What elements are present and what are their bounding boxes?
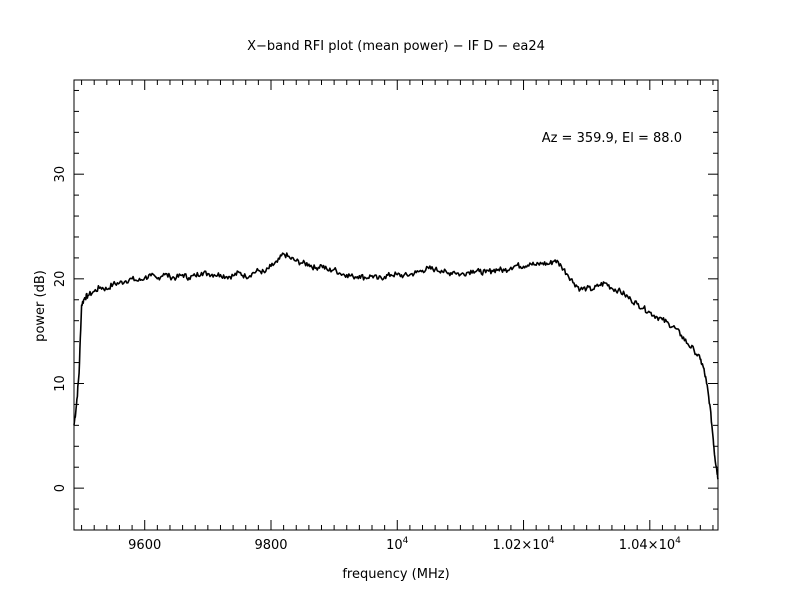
y-tick-label: 0 <box>53 484 68 492</box>
y-tick-label: 30 <box>53 166 68 183</box>
plot-frame <box>73 79 719 531</box>
y-tick-label: 10 <box>53 375 68 392</box>
x-tick-label: 1.04×104 <box>619 536 681 553</box>
axis-ticks <box>74 80 718 531</box>
x-tick-label: 9800 <box>254 538 287 553</box>
chart-title: X−band RFI plot (mean power) − IF D − ea… <box>247 39 545 54</box>
axis-tick-labels: 9600 9800 104 1.02×104 1.04×104 0 10 20 30 <box>53 166 681 553</box>
power-series-line <box>73 252 719 480</box>
x-tick-label: 9600 <box>128 538 161 553</box>
az-el-annotation: Az = 359.9, El = 88.0 <box>542 131 682 146</box>
x-tick-label: 1.02×104 <box>492 536 554 553</box>
y-tick-label: 20 <box>53 271 68 288</box>
x-tick-label: 104 <box>386 536 409 553</box>
y-axis-label: power (dB) <box>33 270 48 342</box>
x-axis-label: frequency (MHz) <box>342 567 449 582</box>
